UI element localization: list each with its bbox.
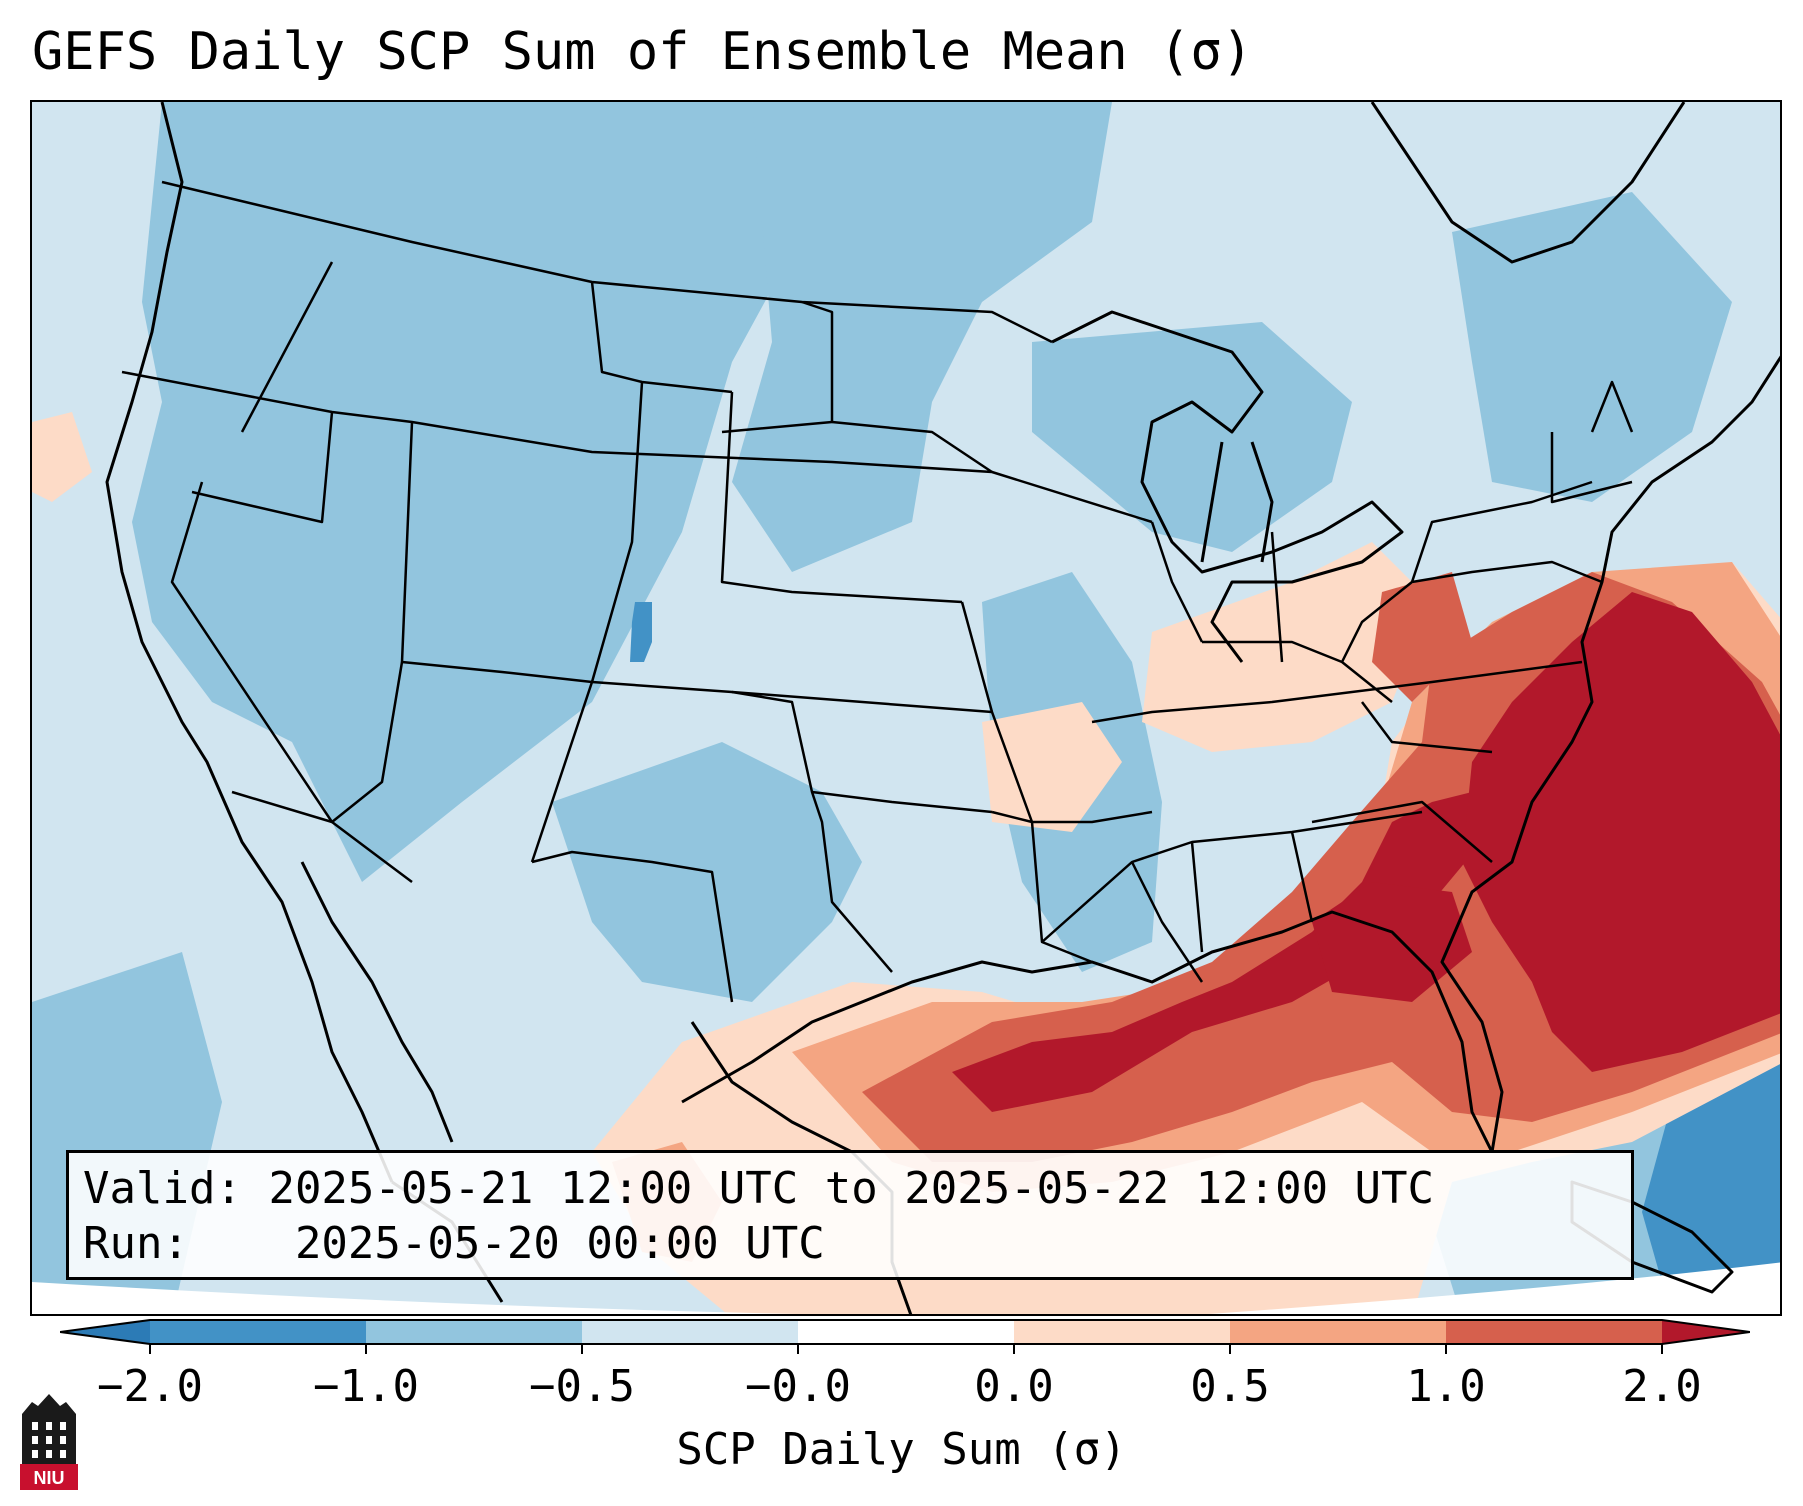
field-very-high-atlantic bbox=[1462, 592, 1780, 1072]
colorbar-bin-1 bbox=[150, 1320, 366, 1344]
field-strong-below-colorado bbox=[630, 602, 652, 662]
valid-run-info-box: Valid: 2025-05-21 12:00 UTC to 2025-05-2… bbox=[66, 1150, 1634, 1280]
great-lakes-line bbox=[1051, 310, 1404, 663]
colorbar-bin-0 bbox=[60, 1320, 150, 1344]
colorbar-tick-label: −1.0 bbox=[313, 1361, 419, 1412]
east-coast-line bbox=[1440, 355, 1780, 1153]
colorbar-bin-3 bbox=[582, 1320, 798, 1344]
field-below-west bbox=[132, 102, 792, 882]
colorbar-bin-8 bbox=[1662, 1320, 1750, 1344]
field-high-ohio bbox=[1372, 572, 1472, 702]
colorbar-bin-7 bbox=[1446, 1320, 1662, 1344]
colorbar-ticks bbox=[149, 1344, 1663, 1354]
colorbar-tick-label: 0.0 bbox=[974, 1361, 1054, 1412]
field-very-high-gulf bbox=[952, 792, 1482, 1112]
run-row: Run: 2025-05-20 00:00 UTC bbox=[83, 1216, 1617, 1271]
valid-value: 2025-05-21 12:00 UTC to 2025-05-22 12:00… bbox=[268, 1163, 1435, 1214]
colorbar-tick-label: −0.0 bbox=[745, 1361, 851, 1412]
canada-east-line bbox=[1370, 102, 1686, 264]
field-strong-below-atlantic bbox=[1642, 1062, 1780, 1314]
field-below-nplains bbox=[732, 102, 1112, 572]
field-slightly-above-plains bbox=[982, 702, 1122, 832]
state-borders bbox=[121, 180, 1634, 1003]
valid-row: Valid: 2025-05-21 12:00 UTC to 2025-05-2… bbox=[83, 1161, 1617, 1216]
colorbar bbox=[60, 1319, 1750, 1354]
baja-line bbox=[300, 861, 454, 1143]
field-slightly-above-pacific bbox=[32, 412, 92, 502]
valid-label: Valid: bbox=[83, 1163, 242, 1214]
svg-text:NIU: NIU bbox=[34, 1468, 65, 1488]
run-label: Run: bbox=[83, 1218, 189, 1269]
field-below-great-lakes bbox=[1032, 322, 1352, 552]
west-coast-line bbox=[105, 102, 394, 1183]
field-slightly-above-ohio bbox=[1142, 542, 1432, 752]
colorbar-bin-4 bbox=[798, 1320, 1014, 1344]
colorbar-label: SCP Daily Sum (σ) bbox=[676, 1424, 1127, 1475]
colorbar-bin-6 bbox=[1230, 1320, 1446, 1344]
field-below-northeast bbox=[1452, 192, 1732, 502]
colorbar-tick-label: −0.5 bbox=[529, 1361, 635, 1412]
colorbar-tick-label: −2.0 bbox=[97, 1361, 203, 1412]
colorbar-tick-label: 0.5 bbox=[1190, 1361, 1270, 1412]
out-of-domain bbox=[32, 1262, 1780, 1314]
lake-michigan-line bbox=[1200, 441, 1274, 563]
colorbar-bin-5 bbox=[1014, 1320, 1230, 1344]
map-svg bbox=[32, 102, 1780, 1314]
run-value: 2025-05-20 00:00 UTC bbox=[294, 1218, 825, 1269]
colorbar-tick-label: 1.0 bbox=[1406, 1361, 1486, 1412]
chart-title: GEFS Daily SCP Sum of Ensemble Mean (σ) bbox=[32, 22, 1253, 82]
colorbar-bin-2 bbox=[366, 1320, 582, 1344]
map-panel bbox=[30, 100, 1782, 1316]
niu-logo: NIU bbox=[20, 1394, 78, 1490]
colorbar-tick-label: 2.0 bbox=[1622, 1361, 1702, 1412]
us-canada-border bbox=[161, 180, 1053, 344]
